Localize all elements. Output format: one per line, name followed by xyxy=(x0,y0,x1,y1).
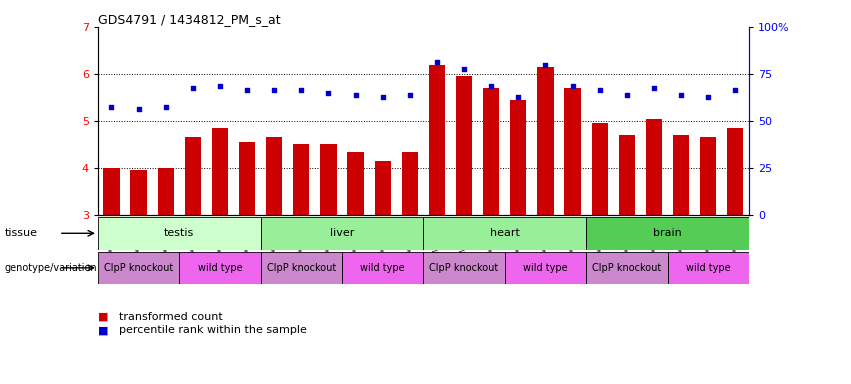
Bar xyxy=(483,88,500,215)
Bar xyxy=(402,152,418,215)
Text: ■: ■ xyxy=(98,325,108,335)
Bar xyxy=(591,123,608,215)
Bar xyxy=(98,252,180,284)
Point xyxy=(105,104,118,110)
Bar xyxy=(98,217,260,250)
Bar xyxy=(239,142,255,215)
Point xyxy=(322,90,335,96)
Point xyxy=(647,85,660,91)
Bar xyxy=(103,168,119,215)
Bar xyxy=(646,119,662,215)
Bar xyxy=(185,137,201,215)
Point xyxy=(430,59,443,65)
Bar xyxy=(667,252,749,284)
Bar xyxy=(293,144,310,215)
Point xyxy=(213,83,226,89)
Point xyxy=(593,87,607,93)
Point xyxy=(376,94,390,101)
Bar xyxy=(157,168,174,215)
Point xyxy=(403,92,417,98)
Bar xyxy=(537,67,553,215)
Text: ClpP knockout: ClpP knockout xyxy=(430,263,499,273)
Text: ClpP knockout: ClpP knockout xyxy=(592,263,661,273)
Point xyxy=(539,61,552,68)
Bar xyxy=(180,252,260,284)
Bar xyxy=(260,217,423,250)
Bar xyxy=(266,137,283,215)
Point xyxy=(566,83,580,89)
Bar xyxy=(260,252,342,284)
Bar xyxy=(347,152,363,215)
Text: GDS4791 / 1434812_PM_s_at: GDS4791 / 1434812_PM_s_at xyxy=(98,13,281,26)
Point xyxy=(186,85,200,91)
Text: wild type: wild type xyxy=(360,263,405,273)
Bar xyxy=(456,76,472,215)
Bar xyxy=(320,144,336,215)
Bar xyxy=(510,100,527,215)
Bar xyxy=(374,161,391,215)
Text: ■: ■ xyxy=(98,312,108,322)
Text: tissue: tissue xyxy=(4,228,37,238)
Text: wild type: wild type xyxy=(523,263,568,273)
Bar xyxy=(564,88,580,215)
Bar xyxy=(727,128,744,215)
Text: heart: heart xyxy=(490,228,520,238)
Text: ClpP knockout: ClpP knockout xyxy=(104,263,173,273)
Text: wild type: wild type xyxy=(197,263,243,273)
Bar xyxy=(429,65,445,215)
Point xyxy=(701,94,715,101)
Bar xyxy=(586,252,667,284)
Point xyxy=(728,87,742,93)
Bar xyxy=(505,252,586,284)
Point xyxy=(620,92,634,98)
Text: transformed count: transformed count xyxy=(119,312,223,322)
Bar xyxy=(130,170,146,215)
Text: liver: liver xyxy=(330,228,354,238)
Point xyxy=(349,92,363,98)
Text: percentile rank within the sample: percentile rank within the sample xyxy=(119,325,307,335)
Point xyxy=(240,87,254,93)
Bar xyxy=(700,137,717,215)
Point xyxy=(457,66,471,72)
Bar xyxy=(619,135,635,215)
Point xyxy=(484,83,498,89)
Point xyxy=(267,87,281,93)
Bar xyxy=(212,128,228,215)
Bar xyxy=(342,252,424,284)
Point xyxy=(294,87,308,93)
Text: wild type: wild type xyxy=(686,263,730,273)
Point xyxy=(511,94,525,101)
Point xyxy=(132,106,146,112)
Bar xyxy=(424,217,586,250)
Point xyxy=(159,104,173,110)
Bar xyxy=(424,252,505,284)
Bar xyxy=(586,217,749,250)
Text: brain: brain xyxy=(653,228,682,238)
Text: ClpP knockout: ClpP knockout xyxy=(266,263,336,273)
Point xyxy=(674,92,688,98)
Text: genotype/variation: genotype/variation xyxy=(4,263,97,273)
Bar xyxy=(673,135,689,215)
Text: testis: testis xyxy=(164,228,194,238)
